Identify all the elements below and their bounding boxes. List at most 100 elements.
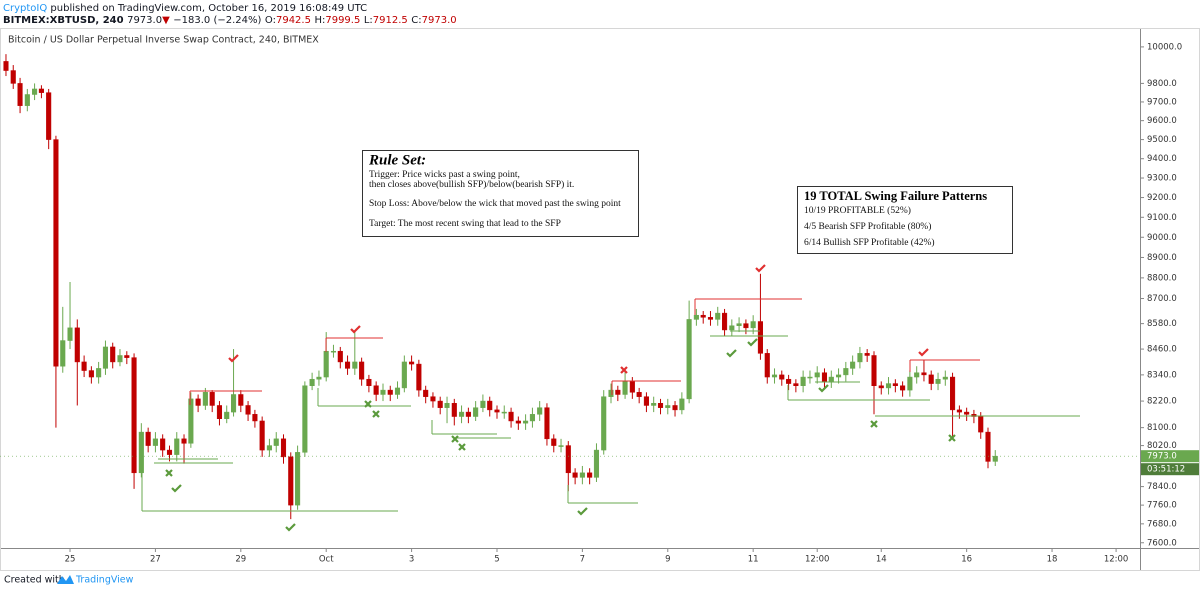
box-line: then closes above(bullish SFP)/below(bea… <box>369 179 574 190</box>
y-tick-label: 9000.0 <box>1147 233 1177 243</box>
candle-body <box>266 445 272 451</box>
candle-body <box>3 61 9 71</box>
candle-body <box>843 368 849 376</box>
y-tick-label: 8700.0 <box>1147 294 1177 304</box>
box-line: Stop Loss: Above/below the wick that mov… <box>369 199 621 209</box>
annotations <box>141 264 1080 532</box>
candle-body <box>622 381 628 395</box>
x-tick-label: 27 <box>150 555 161 565</box>
candle-body <box>850 361 856 369</box>
author: CryptoIQ <box>3 3 47 14</box>
candle-body <box>245 405 251 415</box>
candle-body <box>487 400 493 411</box>
y-tick-label: 9200.0 <box>1147 193 1177 203</box>
candle-body <box>615 389 621 395</box>
candle-body <box>743 323 749 329</box>
candle-body <box>764 353 770 378</box>
candle-body <box>814 372 820 378</box>
candle-body <box>81 361 87 371</box>
candle-body <box>736 323 742 326</box>
candle-body <box>715 312 721 320</box>
candle-body <box>900 385 906 391</box>
candle-body <box>508 411 514 422</box>
candle-body <box>558 445 564 447</box>
candle-body <box>216 405 223 419</box>
candle-body <box>985 431 991 462</box>
candle-body <box>686 319 692 400</box>
cross <box>451 435 459 443</box>
candle-body <box>74 327 80 363</box>
candle-body <box>280 438 287 458</box>
candle-body <box>537 407 543 415</box>
candle-body <box>88 370 94 378</box>
candle-body <box>629 381 635 393</box>
candle-body <box>102 346 109 369</box>
candle-body <box>857 353 863 363</box>
candle-body <box>316 376 322 380</box>
countdown-tag <box>1141 463 1199 476</box>
candle-body <box>672 405 678 411</box>
arrow: ▼ <box>162 15 170 26</box>
candle-body <box>665 405 671 408</box>
candle-body <box>914 372 920 378</box>
candle-body <box>935 378 941 384</box>
candle-body <box>572 472 578 478</box>
check <box>747 338 758 347</box>
candle-body <box>394 387 401 395</box>
plot: 10000.09800.09700.09600.09500.09400.0930… <box>0 42 1199 565</box>
candle-body <box>252 414 258 422</box>
y-tick-label: 9300.0 <box>1147 174 1177 184</box>
c: 7973.0 <box>422 15 457 26</box>
candle-body <box>224 411 230 419</box>
y-tick-label: 8460.0 <box>1147 345 1177 355</box>
candle-body <box>750 321 756 329</box>
y-tick-label: 9100.0 <box>1147 213 1177 223</box>
l: 7912.5 <box>373 15 408 26</box>
candle-body <box>160 438 166 451</box>
x-tick-label: 18 <box>1047 555 1058 565</box>
candle-body <box>231 394 237 413</box>
candle-body <box>821 372 828 382</box>
candle-body <box>330 350 337 353</box>
candle-body <box>651 403 657 406</box>
x-tick-label: 7 <box>580 555 585 565</box>
candle-body <box>209 392 215 406</box>
h: 7999.5 <box>325 15 360 26</box>
candle-body <box>480 400 486 408</box>
y-tick-label: 9600.0 <box>1147 116 1177 126</box>
candle-body <box>956 409 962 413</box>
box-line: Trigger: Price wicks past a swing point, <box>369 170 520 180</box>
candle-body <box>643 396 649 406</box>
bullish-checks <box>165 338 956 532</box>
change: −183.0 (−2.24%) <box>173 15 261 26</box>
candle-body <box>380 389 386 395</box>
y-tick-label: 8020.0 <box>1147 441 1177 451</box>
footer-created: Created with <box>4 575 65 586</box>
candle-body <box>32 88 38 95</box>
candle-body <box>529 414 535 422</box>
cross <box>458 443 466 451</box>
check <box>818 384 829 393</box>
candle-body <box>679 398 685 411</box>
candle-body <box>459 411 465 417</box>
y-tick-label: 7680.0 <box>1147 519 1177 529</box>
candle-body <box>494 409 500 413</box>
footer-brand[interactable]: TradingView <box>75 575 134 586</box>
footer-logo <box>57 575 74 584</box>
candle-body <box>729 325 735 331</box>
candle-body <box>800 376 806 386</box>
x-tick-label: 12:00 <box>805 555 830 565</box>
candle-body <box>907 376 913 391</box>
candle-body <box>451 403 457 417</box>
x-tick-label: 11 <box>748 555 759 565</box>
y-tick-label: 8900.0 <box>1147 253 1177 263</box>
chart-title: Bitcoin / US Dollar Perpetual Inverse Sw… <box>8 35 319 46</box>
candle-body <box>401 361 407 389</box>
check <box>285 523 296 532</box>
last-price-label: 7973.0 <box>1147 452 1177 462</box>
check <box>726 349 737 358</box>
candle-body <box>352 361 358 369</box>
candle-body <box>601 396 607 451</box>
y-tick-label: 9700.0 <box>1147 97 1177 107</box>
